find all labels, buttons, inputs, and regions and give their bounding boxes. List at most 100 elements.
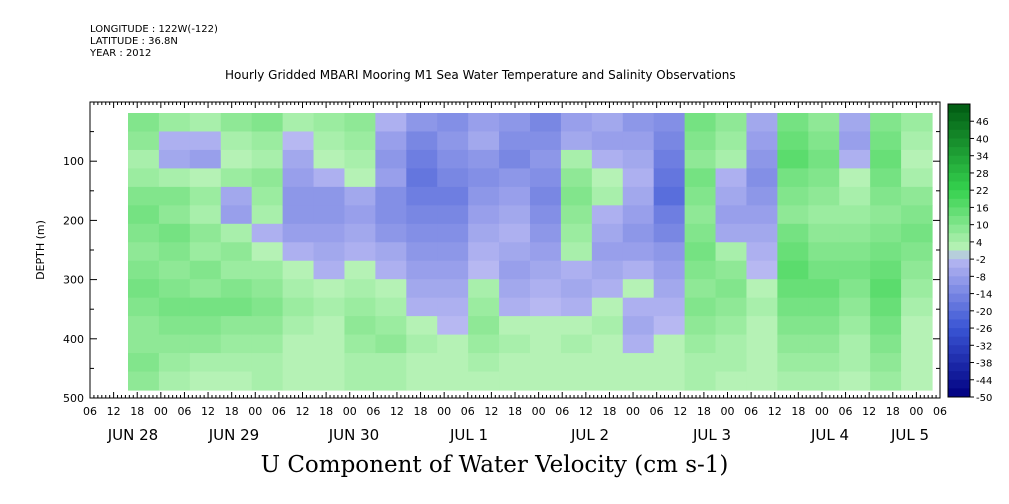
heatmap-cell: [128, 131, 160, 151]
heatmap-cell: [375, 113, 407, 133]
heatmap-cell: [777, 131, 809, 151]
colorbar-label: 40: [976, 134, 989, 145]
heatmap-cell: [220, 149, 253, 169]
colorbar-swatch: [948, 207, 970, 217]
heatmap-cell: [499, 205, 531, 225]
y-tick-label: 400: [63, 333, 84, 346]
heatmap-cell: [375, 371, 407, 391]
colorbar-swatch: [948, 293, 970, 303]
heatmap-cell: [344, 297, 376, 317]
heatmap-cell: [375, 205, 407, 225]
heatmap-cell: [282, 279, 315, 299]
colorbar-label: -14: [976, 290, 992, 301]
heatmap-cell: [375, 260, 407, 280]
heatmap-cell: [499, 279, 531, 299]
heatmap-cell: [375, 316, 407, 336]
heatmap-cell: [839, 131, 871, 151]
heatmap-cell: [313, 205, 346, 225]
heatmap-cell: [313, 297, 346, 317]
heatmap-cell: [406, 131, 438, 151]
heatmap-cell: [468, 353, 500, 373]
heatmap-cell: [653, 260, 686, 280]
heatmap-cell: [684, 260, 717, 280]
heatmap-cell: [437, 353, 469, 373]
heatmap-cell: [777, 371, 809, 391]
heatmap-cells: [128, 113, 933, 391]
heatmap-cell: [499, 260, 531, 280]
heatmap-cell: [282, 186, 315, 206]
heatmap-cell: [808, 131, 840, 151]
heatmap-cell: [158, 242, 191, 262]
heatmap-cell: [715, 371, 748, 391]
heatmap-cell: [375, 279, 407, 299]
heatmap-cell: [128, 223, 160, 243]
heatmap-cell: [220, 242, 253, 262]
heatmap-cell: [808, 149, 840, 169]
heatmap-cell: [313, 353, 346, 373]
heatmap-cell: [653, 353, 686, 373]
heatmap-cell: [591, 316, 624, 336]
heatmap-cell: [901, 149, 933, 169]
heatmap-cell: [622, 297, 655, 317]
heatmap-cell: [591, 353, 624, 373]
heatmap-cell: [282, 334, 315, 354]
heatmap-cell: [839, 113, 871, 133]
x-hour-label: 00: [909, 405, 923, 418]
heatmap-cell: [808, 279, 840, 299]
heatmap-cell: [560, 131, 593, 151]
heatmap-cell: [282, 223, 315, 243]
x-hour-label: 00: [721, 405, 735, 418]
heatmap-cell: [251, 371, 284, 391]
heatmap-cell: [313, 168, 346, 188]
heatmap-cell: [746, 131, 778, 151]
heatmap-cell: [128, 371, 160, 391]
heatmap-cell: [282, 113, 315, 133]
heatmap-cell: [158, 205, 191, 225]
heatmap-cell: [530, 297, 562, 317]
heatmap-cell: [344, 149, 376, 169]
heatmap-cell: [653, 242, 686, 262]
heatmap-cell: [344, 242, 376, 262]
heatmap-cell: [530, 260, 562, 280]
colorbar-swatch: [948, 147, 970, 157]
heatmap-cell: [406, 242, 438, 262]
heatmap-cell: [560, 149, 593, 169]
heatmap-cell: [870, 260, 902, 280]
heatmap-cell: [653, 205, 686, 225]
chart-title: Hourly Gridded MBARI Mooring M1 Sea Wate…: [225, 68, 736, 82]
heatmap-cell: [220, 371, 253, 391]
colorbar-swatch: [948, 336, 970, 346]
y-tick-label: 100: [63, 155, 84, 168]
heatmap-cell: [220, 186, 253, 206]
heatmap-cell: [375, 168, 407, 188]
x-hour-label: 18: [225, 405, 239, 418]
heatmap-cell: [313, 260, 346, 280]
heatmap-cell: [560, 260, 593, 280]
heatmap-cell: [622, 371, 655, 391]
colorbar-label: 10: [976, 221, 989, 232]
x-hour-label: 12: [862, 405, 876, 418]
heatmap-cell: [375, 223, 407, 243]
x-hour-label: 12: [484, 405, 498, 418]
colorbar-label: 46: [976, 117, 989, 128]
heatmap-cell: [313, 316, 346, 336]
heatmap-cell: [158, 113, 191, 133]
heatmap-cell: [530, 186, 562, 206]
heatmap-cell: [128, 186, 160, 206]
x-hour-label: 06: [461, 405, 475, 418]
heatmap-cell: [715, 131, 748, 151]
heatmap-cell: [189, 316, 222, 336]
colorbar-swatch: [948, 302, 970, 312]
x-hour-label: 12: [201, 405, 215, 418]
heatmap-cell: [128, 279, 160, 299]
longitude-label: LONGITUDE : 122W(-122): [90, 24, 218, 35]
heatmap-cell: [375, 297, 407, 317]
heatmap-cell: [591, 186, 624, 206]
heatmap-cell: [530, 279, 562, 299]
heatmap-cell: [560, 113, 593, 133]
heatmap-cell: [839, 223, 871, 243]
heatmap-cell: [344, 168, 376, 188]
heatmap-cell: [901, 168, 933, 188]
x-hour-label: 00: [343, 405, 357, 418]
colorbar-swatch: [948, 319, 970, 329]
